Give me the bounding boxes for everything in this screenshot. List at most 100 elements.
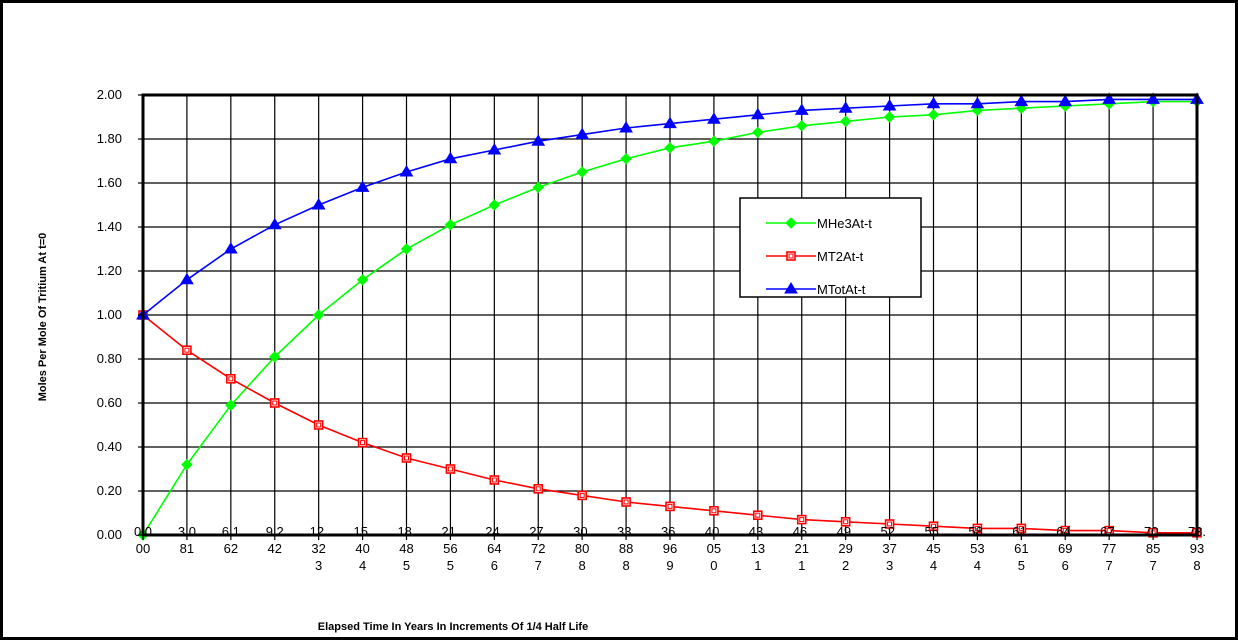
x-tick-label-line: 64. [1056,524,1074,539]
x-tick-label-line: 1 [754,558,761,573]
x-tick-label-line: 42 [268,541,282,556]
x-tick-label-line: 36. [661,524,679,539]
legend-label: MHe3At-t [817,216,872,231]
data-point [619,121,633,133]
x-tick-label-line: 1 [798,558,805,573]
data-point-inner [1018,525,1024,531]
data-point [709,505,719,516]
x-tick-label: 18. 48 5 [397,524,415,573]
data-point [1016,523,1027,534]
legend-marker [784,282,798,294]
data-point [972,523,983,534]
x-tick-label-line: 80 [575,541,589,556]
x-tick-label: 36. 96 9 [661,524,679,573]
legend-box [739,197,922,298]
data-point [928,521,939,532]
y-tick-label: 2.00 [97,87,122,102]
x-tick-label-line: 8 [579,558,586,573]
series-triangle [136,92,1204,320]
x-tick-label-line: 6 [491,558,498,573]
x-tick-label-line: 33. [617,524,635,539]
x-tick-label-line: 2 [842,558,849,573]
data-point [926,96,941,109]
y-tick-label: 0.80 [97,351,122,366]
x-tick-label-line: 3 [886,558,893,573]
data-point [753,510,763,521]
data-point [399,165,414,177]
x-tick-label-line: 5 [403,558,410,573]
data-point [794,103,809,115]
data-point [488,199,501,211]
x-tick-label-line: 5 [1018,558,1025,573]
legend-marker-inner [788,253,794,259]
legend: MHe3At-t MT2At-t MTotAt-t [739,197,922,298]
axes: 0.000.200.400.600.801.001.201.401.601.80… [97,87,1206,573]
x-tick-label-line: 64 [487,541,501,556]
data-point [1146,92,1160,104]
data-point [664,142,676,154]
x-tick-label-line: 56 [443,541,457,556]
x-tick-label: 21. 56 5 [441,524,459,573]
x-tick-label-line: 55. [924,524,942,539]
data-point [884,519,895,529]
y-tick-label: 1.20 [97,263,122,278]
data-point [752,126,764,139]
data-point [532,181,544,194]
x-tick-label-line: 18. [397,524,415,539]
data-point [838,101,853,113]
data-point [1102,92,1117,104]
y-tick-label: 1.00 [97,307,122,322]
data-point [487,143,502,155]
data-point [311,198,326,210]
data-point [313,420,324,430]
x-tick-label-line: 13 [751,541,765,556]
x-tick-label-line: 49. [837,524,855,539]
x-tick-label-line: 00 [136,541,150,556]
x-tick-label-line: 70. [1144,524,1162,539]
data-point [226,373,236,384]
x-tick-label: 58. 53 4 [968,524,986,573]
y-tick-label: 1.80 [97,131,122,146]
x-tick-label-line: 62 [224,541,238,556]
series-layer [136,92,1204,541]
data-point-inner [931,523,936,529]
data-point [576,166,588,178]
x-tick-label: 33. 88 8 [617,524,635,573]
x-tick-label: 3.0 81 [178,524,196,556]
x-tick-label: 24. 64 6 [485,524,503,573]
x-tick-label-line: 58. [968,524,986,539]
x-tick-label: 6.1 62 [222,524,240,556]
x-tick-label: 46. 21 1 [793,524,811,573]
legend-label: MT2At-t [817,249,864,264]
x-tick-label-line: 69 [1058,541,1072,556]
data-point-inner [1062,528,1068,534]
data-point [531,134,546,146]
data-point [708,135,720,147]
y-tick-label: 0.40 [97,439,122,454]
x-tick-label-line: 0 [710,558,717,573]
x-tick-label-line: 48 [399,541,413,556]
x-tick-label-line: 61 [1014,541,1028,556]
data-point [182,345,192,356]
x-tick-label: 73. 93 8 [1188,524,1206,573]
data-point [181,458,193,471]
x-tick-label: 70. 85 7 [1144,524,1162,573]
data-point-inner [491,477,497,483]
x-tick-label-line: 45 [926,541,940,556]
x-tick-label-line: 32 [311,541,325,556]
data-point [970,96,985,109]
data-point-inner [667,503,673,509]
x-tick-label: 61. 61 5 [1012,524,1030,573]
data-point [443,151,458,164]
data-point-inner [404,455,409,461]
legend-marker [786,251,796,261]
data-point-inner [184,347,190,353]
x-tick-label-line: 9 [666,558,673,573]
data-point-inner [447,466,453,472]
data-point [927,109,940,121]
x-tick-label-line: 85 [1146,541,1160,556]
x-tick-label: 30. 80 8 [573,524,591,573]
x-tick-label: 67. 77 7 [1100,524,1118,573]
data-point-inner [711,508,717,514]
